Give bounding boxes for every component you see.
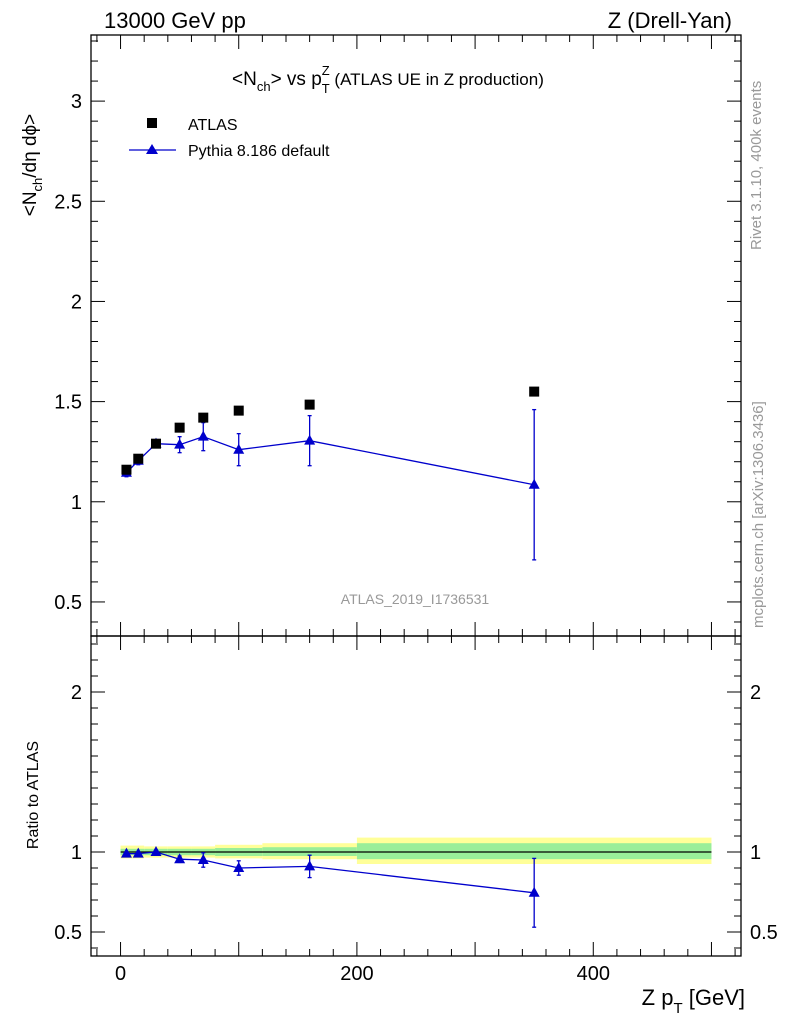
y-tick-label-right: 0.5 bbox=[750, 922, 778, 944]
legend-pythia-marker bbox=[146, 144, 158, 154]
x-tick-label: 0 bbox=[115, 963, 126, 985]
main-title: <Nch> vs pZ T (ATLAS UE in Z production) bbox=[232, 63, 544, 96]
mcplots-label: mcplots.cern.ch [arXiv:1306.3436] bbox=[750, 401, 767, 628]
pythia-line bbox=[125, 435, 535, 486]
y-tick-label: 1.5 bbox=[54, 392, 82, 414]
y-tick-label: 1 bbox=[71, 842, 82, 864]
pythia-ratio-point bbox=[304, 860, 316, 871]
pythia-point bbox=[528, 478, 540, 489]
y-tick-label: 0.5 bbox=[54, 922, 82, 944]
ratio-y-label: Ratio to ATLAS bbox=[25, 741, 42, 849]
ratio-series bbox=[120, 846, 540, 928]
pythia-point bbox=[233, 443, 245, 454]
pythia-ratio-point bbox=[150, 846, 162, 856]
y-tick-label: 2 bbox=[71, 682, 82, 704]
header-right: Z (Drell-Yan) bbox=[608, 8, 732, 33]
y-tick-label-right: 1 bbox=[750, 842, 761, 864]
analysis-id: ATLAS_2019_I1736531 bbox=[341, 591, 490, 607]
atlas-point bbox=[133, 453, 144, 464]
ratio-axes: 0 200 400 0.5 0.5 1 1 2 2 bbox=[54, 635, 778, 985]
y-tick-label-right: 2 bbox=[750, 682, 761, 704]
ratio-bands bbox=[120, 837, 712, 864]
pythia-ratio-point bbox=[120, 847, 132, 858]
main-series bbox=[120, 386, 540, 561]
legend: ATLAS Pythia 8.186 default bbox=[129, 117, 330, 160]
legend-pythia-label: Pythia 8.186 default bbox=[188, 143, 330, 160]
atlas-point bbox=[529, 386, 540, 397]
pythia-ratio-point bbox=[233, 862, 245, 872]
pythia-ratio-point bbox=[197, 854, 209, 864]
atlas-point bbox=[304, 399, 315, 410]
header-left: 13000 GeV pp bbox=[104, 8, 246, 33]
ratio-frame bbox=[90, 635, 742, 957]
pythia-ratio-point bbox=[174, 853, 186, 864]
main-y-label: <Nch/dη dϕ> bbox=[20, 114, 45, 217]
pythia-point bbox=[174, 438, 186, 449]
pythia-point bbox=[304, 434, 316, 445]
pythia-point bbox=[197, 430, 209, 441]
atlas-point bbox=[233, 405, 244, 416]
atlas-point bbox=[121, 464, 132, 475]
y-tick-label: 1 bbox=[71, 492, 82, 514]
y-tick-label: 2.5 bbox=[54, 191, 82, 213]
atlas-point bbox=[198, 412, 209, 423]
pythia-ratio-point bbox=[528, 886, 540, 897]
y-tick-label: 2 bbox=[71, 291, 82, 313]
atlas-point bbox=[174, 422, 185, 433]
main-axes: 0.5 1 1.5 2 2.5 3 bbox=[54, 34, 742, 637]
x-axis-label: Z pT [GeV] bbox=[642, 985, 745, 1017]
atlas-point bbox=[151, 438, 161, 449]
pythia-ratio-point bbox=[132, 847, 144, 858]
y-tick-label: 3 bbox=[71, 91, 82, 113]
legend-atlas-marker bbox=[147, 118, 157, 128]
rivet-label: Rivet 3.1.10, 400k events bbox=[748, 81, 765, 250]
ratio-band-green bbox=[356, 843, 712, 860]
y-tick-label: 0.5 bbox=[54, 592, 82, 614]
x-tick-label: 400 bbox=[577, 963, 610, 985]
legend-atlas-label: ATLAS bbox=[188, 117, 238, 134]
x-tick-label: 200 bbox=[340, 963, 373, 985]
